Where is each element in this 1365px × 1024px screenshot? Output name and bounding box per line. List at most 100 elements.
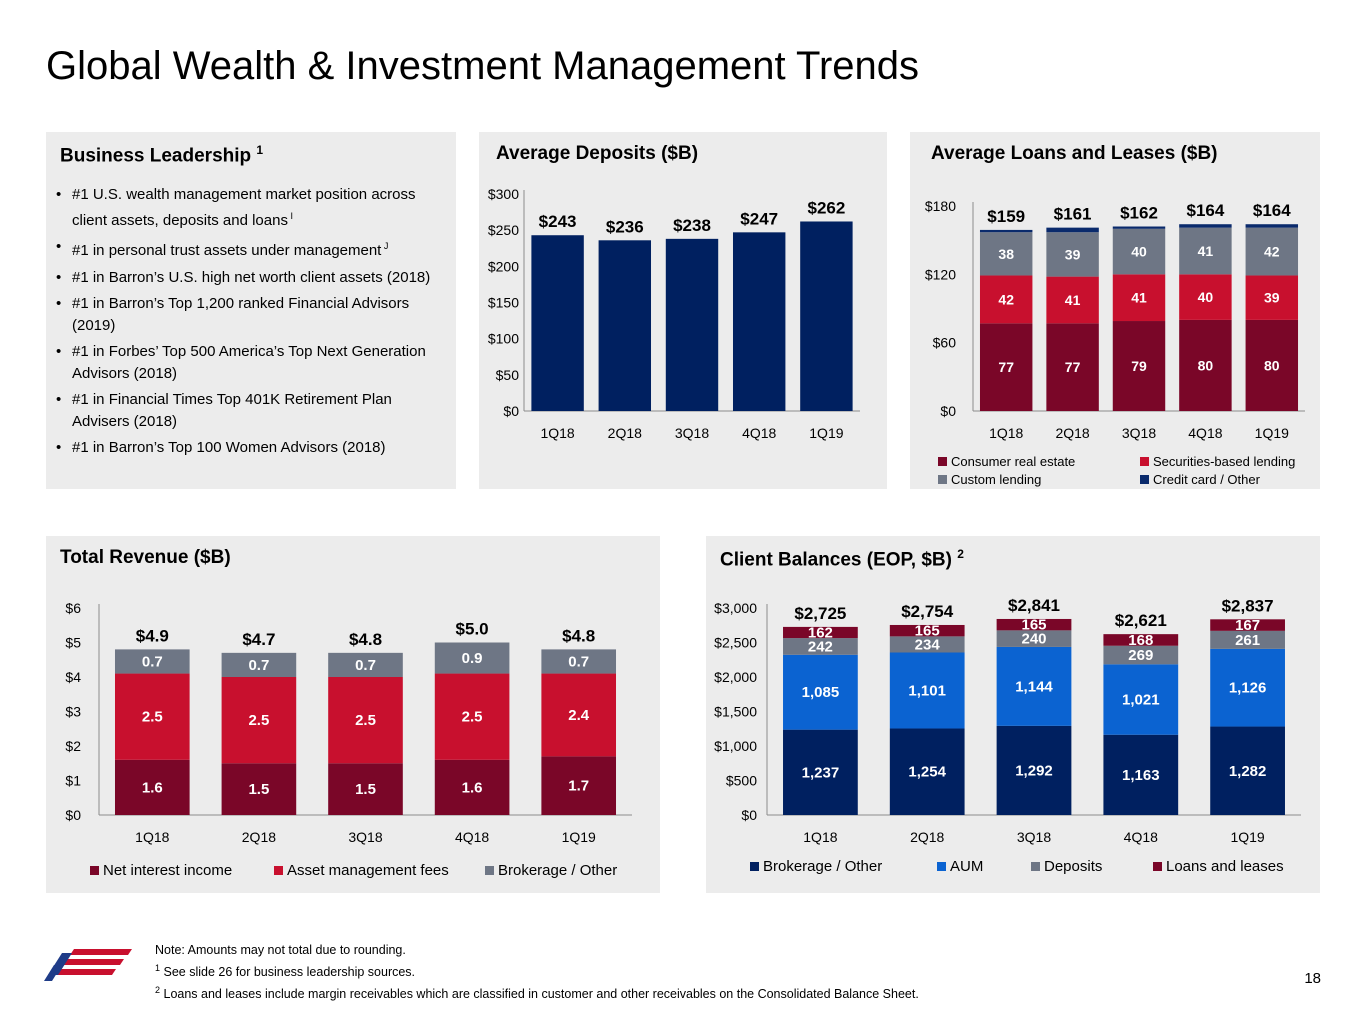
x-category-label: 4Q18 — [455, 829, 489, 845]
average-loans-panel: Average Loans and Leases ($B) $0 $60 $120 $… — [910, 132, 1320, 489]
segment-value-label: 1,282 — [1229, 763, 1267, 780]
leadership-item: #1 U.S. wealth management market positio… — [56, 184, 440, 231]
y-tick-label: $5 — [65, 635, 81, 651]
leadership-item-text: #1 U.S. wealth management market positio… — [72, 186, 416, 229]
segment-value-label: 1,126 — [1229, 680, 1267, 697]
segment-value-label: 41 — [1131, 290, 1147, 306]
x-category-label: 1Q19 — [1230, 829, 1264, 845]
legend-swatch — [1153, 861, 1162, 871]
segment-value-label: 1,085 — [802, 684, 840, 701]
segment-value-label: 165 — [1021, 617, 1046, 634]
note-line-1: Note: Amounts may not total due to round… — [155, 943, 406, 957]
segment-value-label: 1,101 — [908, 682, 946, 699]
legend-label: Credit card / Other — [1153, 472, 1260, 487]
segment-value-label: 77 — [1065, 359, 1081, 375]
total-revenue-panel: Total Revenue ($B) $0 $1 $2 $3 $4 $5 $6 1.6 2.5 0… — [46, 536, 660, 893]
bar-segment — [1103, 664, 1179, 735]
segment-value-label: 1.5 — [355, 781, 376, 798]
bar-segment — [665, 238, 719, 411]
legend-label: Custom lending — [951, 472, 1042, 487]
business-leadership-title: Business Leadership 1 — [60, 143, 264, 167]
segment-value-label: 40 — [1198, 289, 1214, 305]
bar-segment — [531, 235, 584, 411]
leadership-item: #1 in Financial Times Top 401K Retiremen… — [56, 389, 440, 432]
segment-value-label: 1.7 — [568, 778, 589, 795]
x-category-label: 3Q18 — [675, 425, 709, 441]
revenue-chart: $0 $1 $2 $3 $4 $5 $6 1.6 2.5 0.7 $4.9 1Q18 1.5 2.5 0.7… — [65, 600, 632, 845]
leadership-item: #1 in Barron’s Top 1,200 ranked Financia… — [56, 293, 440, 336]
legend-item: Securities-based lending — [1140, 454, 1295, 469]
legend-swatch — [274, 865, 283, 875]
legend-swatch — [1140, 457, 1149, 467]
bar-segment — [1103, 634, 1179, 646]
segment-value-label: 42 — [1264, 244, 1280, 260]
legend-item: Loans and leases — [1153, 858, 1284, 875]
bar-segment — [114, 673, 190, 760]
leadership-item-text: #1 in Barron’s U.S. high net worth clien… — [72, 268, 431, 286]
leadership-item-mark: I — [287, 210, 293, 221]
segment-value-label: 1,144 — [1015, 678, 1053, 695]
balances-chart: $0 $500 $1,000 $1,500 $2,000 $2,500 $3,000 1,23… — [714, 596, 1301, 845]
bar-segment — [541, 649, 617, 674]
legend-label: Securities-based lending — [1153, 454, 1296, 469]
segment-value-label: 2.4 — [568, 707, 590, 724]
x-category-label: 1Q19 — [809, 425, 843, 441]
x-category-label: 1Q18 — [540, 425, 574, 441]
y-tick-label: $180 — [925, 198, 956, 214]
x-category-label: 1Q19 — [1255, 425, 1289, 441]
bar-segment — [328, 677, 403, 764]
segment-value-label: 40 — [1131, 244, 1147, 260]
bar-segment — [889, 652, 965, 729]
leadership-item-text: #1 in Forbes’ Top 500 America’s Top Next… — [72, 343, 426, 382]
bar-total-label: $159 — [987, 207, 1025, 226]
legend-label: Loans and leases — [1166, 858, 1284, 875]
bar-total-label: $161 — [1054, 205, 1092, 224]
page-number: 18 — [1304, 970, 1321, 987]
bar-segment — [221, 677, 297, 764]
bar-total-label: $2,841 — [1008, 596, 1060, 615]
page-title: Global Wealth & Investment Management Tr… — [46, 44, 920, 88]
segment-value-label: 269 — [1128, 647, 1153, 664]
segment-value-label: 1.5 — [248, 781, 269, 798]
revenue-chart-title: Total Revenue ($B) — [60, 547, 231, 568]
y-tick-label: $0 — [503, 403, 519, 419]
legend-swatch — [1140, 475, 1149, 485]
business-leadership-panel: Business Leadership 1 #1 U.S. wealth man… — [46, 132, 456, 489]
y-tick-label: $3 — [65, 704, 81, 720]
bar-segment — [889, 624, 965, 637]
y-tick-label: $1,000 — [714, 738, 757, 754]
bar-segment — [996, 646, 1072, 726]
bar-segment — [1210, 726, 1285, 815]
bar-segment — [1112, 226, 1166, 229]
segment-value-label: 162 — [808, 624, 833, 641]
legend-item: Net interest income — [90, 862, 232, 879]
leadership-item-text: #1 in Financial Times Top 401K Retiremen… — [72, 391, 392, 430]
segment-value-label: 39 — [1065, 246, 1081, 262]
segment-value-label: 42 — [998, 291, 1014, 307]
logo-stripe-2 — [62, 959, 124, 965]
leadership-item-mark: J — [381, 241, 389, 251]
y-tick-label: $250 — [488, 222, 519, 238]
segment-value-label: 1,292 — [1015, 762, 1053, 779]
y-tick-label: $0 — [65, 807, 81, 823]
logo-stripe-5 — [44, 965, 62, 981]
bar-segment — [1245, 224, 1299, 228]
x-category-label: 2Q18 — [242, 829, 276, 845]
segment-value-label: 0.9 — [462, 650, 483, 667]
segment-value-label: 80 — [1198, 357, 1214, 373]
bar-total-label: $4.9 — [136, 626, 169, 645]
note-line-2: 1 See slide 26 for business leadership s… — [155, 963, 416, 980]
bar-segment — [979, 229, 1033, 233]
legend-swatch — [937, 861, 946, 871]
x-category-label: 2Q18 — [608, 425, 642, 441]
legend-item: Asset management fees — [274, 862, 449, 879]
leadership-item: #1 in personal trust assets under manage… — [56, 236, 440, 262]
bar-segment — [783, 654, 858, 730]
bar-segment — [1179, 274, 1232, 320]
legend-label: Brokerage / Other — [498, 862, 618, 879]
bar-segment — [1210, 648, 1285, 727]
segment-value-label: 1,237 — [802, 764, 840, 781]
segment-value-label: 165 — [915, 623, 940, 640]
x-category-label: 4Q18 — [1188, 425, 1222, 441]
bar-segment — [434, 642, 510, 674]
